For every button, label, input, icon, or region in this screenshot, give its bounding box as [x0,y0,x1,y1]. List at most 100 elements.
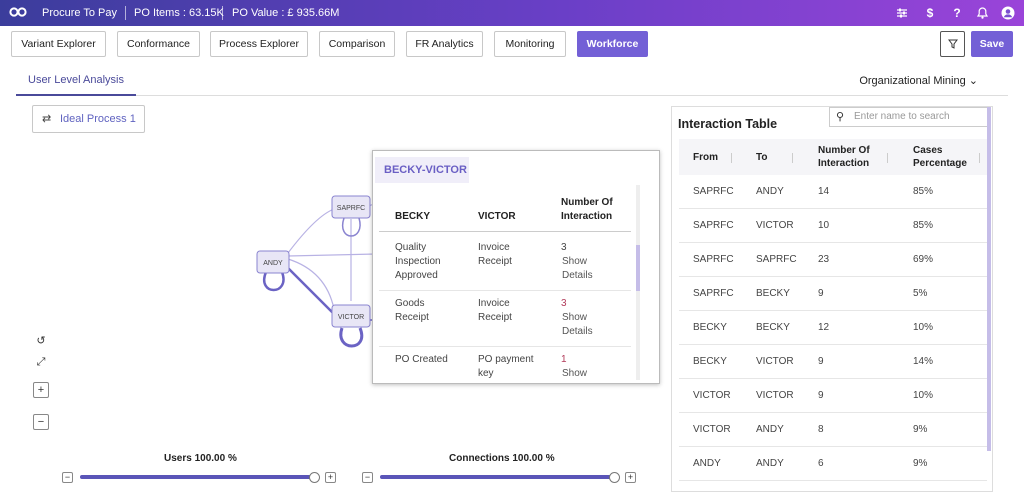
table-row[interactable]: SAPRFC VICTOR 10 85% [679,209,987,243]
cell-cases-percentage: 10% [913,390,934,401]
table-row[interactable]: BECKY VICTOR 9 14% [679,345,987,379]
cell-from: SAPRFC [693,186,734,197]
cell-to: VICTOR [756,390,794,401]
cell-interactions: 8 [818,424,824,435]
fit-to-screen-button[interactable]: ⤢ [33,355,49,371]
reset-graph-button[interactable]: ↺ [33,334,49,350]
zoom-out-button[interactable]: − [33,414,49,430]
column-divider [887,153,888,163]
top-header-bar: Procure To Pay PO Items : 63.15K PO Valu… [0,0,1024,26]
sliders-icon[interactable] [894,5,910,21]
popup-header-count: Number Of Interaction [561,197,613,222]
graph-node[interactable]: ANDY [256,250,290,274]
popup-title: BECKY-VICTOR [375,157,469,183]
popup-row-from: Goods Receipt [395,298,429,323]
cell-to: VICTOR [756,356,794,367]
tab-fr-analytics[interactable]: FR Analytics [406,31,483,57]
cell-interactions: 12 [818,322,830,333]
cell-to: ANDY [756,424,784,435]
name-search-input[interactable]: ⚲ Enter name to search [829,107,989,127]
cell-cases-percentage: 14% [913,356,934,367]
cell-from: SAPRFC [693,220,734,231]
organizational-mining-dropdown[interactable]: Organizational Mining ⌄ [859,75,978,87]
table-row[interactable]: BECKY BECKY 12 10% [679,311,987,345]
show-details-link[interactable]: Show [562,368,588,379]
col-header-from[interactable]: From [693,151,718,163]
node-label: VICTOR [338,314,364,321]
tab-workforce[interactable]: Workforce [577,31,648,57]
table-row[interactable]: SAPRFC ANDY 14 85% [679,175,987,209]
popup-scrollbar-thumb[interactable] [636,245,640,291]
popup-scrollbar[interactable] [636,185,640,380]
cell-from: ANDY [693,458,721,469]
users-slider-track[interactable] [80,475,315,479]
cell-to: ANDY [756,186,784,197]
tab-conformance[interactable]: Conformance [117,31,200,57]
tab-comparison[interactable]: Comparison [319,31,395,57]
app-name: Procure To Pay [42,7,118,19]
connections-slider-track[interactable] [380,475,615,479]
users-slider-label: Users 100.00 % [164,453,237,464]
cell-to: BECKY [756,288,790,299]
self-loop-victor [339,327,364,348]
connections-increase-button[interactable]: + [625,472,636,483]
cell-from: BECKY [693,356,727,367]
bell-icon[interactable] [974,5,990,21]
col-header-number-of-interaction[interactable]: Number Of Interaction [818,145,870,169]
node-label: ANDY [263,260,283,267]
users-decrease-button[interactable]: − [62,472,73,483]
table-row[interactable]: VICTOR VICTOR 9 10% [679,379,987,413]
save-button[interactable]: Save [971,31,1013,57]
cell-interactions: 9 [818,390,824,401]
tab-process-explorer[interactable]: Process Explorer [210,31,308,57]
table-row[interactable]: SAPRFC BECKY 9 5% [679,277,987,311]
connections-slider-thumb[interactable] [609,472,620,483]
filter-button[interactable] [940,31,965,57]
table-row[interactable]: ANDY ANDY 6 9% [679,447,987,481]
show-details-link[interactable]: Show Details [562,256,593,281]
graph-node[interactable]: SAPRFC [331,195,371,219]
divider [222,6,223,20]
popup-row: PO Created PO payment key 1 Show [379,347,631,381]
users-increase-button[interactable]: + [325,472,336,483]
cell-from: BECKY [693,322,727,333]
cell-interactions: 23 [818,254,830,265]
users-slider-thumb[interactable] [309,472,320,483]
tab-variant-explorer[interactable]: Variant Explorer [11,31,106,57]
graph-panel: ⇄ Ideal Process 1 SAPRFC ANDY VICTOR [16,96,670,492]
zoom-in-button[interactable]: + [33,382,49,398]
cell-cases-percentage: 9% [913,458,928,469]
col-header-to[interactable]: To [756,151,768,163]
divider [125,6,126,20]
table-scrollbar[interactable] [987,107,991,451]
user-interaction-graph[interactable]: SAPRFC ANDY VICTOR [16,96,670,492]
help-icon[interactable]: ? [953,6,961,20]
col-header-cases-percentage[interactable]: Cases Percentage [913,145,967,169]
popup-header-from: BECKY [395,211,431,222]
popup-row-to: Invoice Receipt [478,298,512,323]
popup-row-count: 1 [561,354,567,365]
tab-user-level-analysis[interactable]: User Level Analysis [16,66,136,96]
interaction-table-header: From To Number Of Interaction Cases Perc… [679,139,987,175]
popup-row: Quality Inspection Approved Invoice Rece… [379,235,631,291]
popup-table-header: BECKY VICTOR Number Of Interaction [379,188,631,232]
cell-interactions: 10 [818,220,830,231]
dollar-icon[interactable]: $ [926,6,934,20]
cell-interactions: 9 [818,356,824,367]
connections-slider-label: Connections 100.00 % [449,453,555,464]
connections-decrease-button[interactable]: − [362,472,373,483]
cell-from: VICTOR [693,390,731,401]
graph-node[interactable]: VICTOR [331,304,371,328]
popup-row-to: PO payment key [478,354,534,379]
ideal-process-label: Ideal Process 1 [60,113,136,125]
popup-row: Goods Receipt Invoice Receipt 3 Show Det… [379,291,631,347]
table-row[interactable]: SAPRFC SAPRFC 23 69% [679,243,987,277]
table-row[interactable]: VICTOR ANDY 8 9% [679,413,987,447]
interaction-details-popup: BECKY-VICTOR BECKY VICTOR Number Of Inte… [372,150,660,384]
column-divider [731,153,732,163]
tab-monitoring[interactable]: Monitoring [494,31,566,57]
sub-tab-bar: User Level Analysis Organizational Minin… [16,66,1008,96]
ideal-process-button[interactable]: ⇄ Ideal Process 1 [32,105,145,133]
user-icon[interactable] [1000,5,1016,21]
show-details-link[interactable]: Show Details [562,312,593,337]
